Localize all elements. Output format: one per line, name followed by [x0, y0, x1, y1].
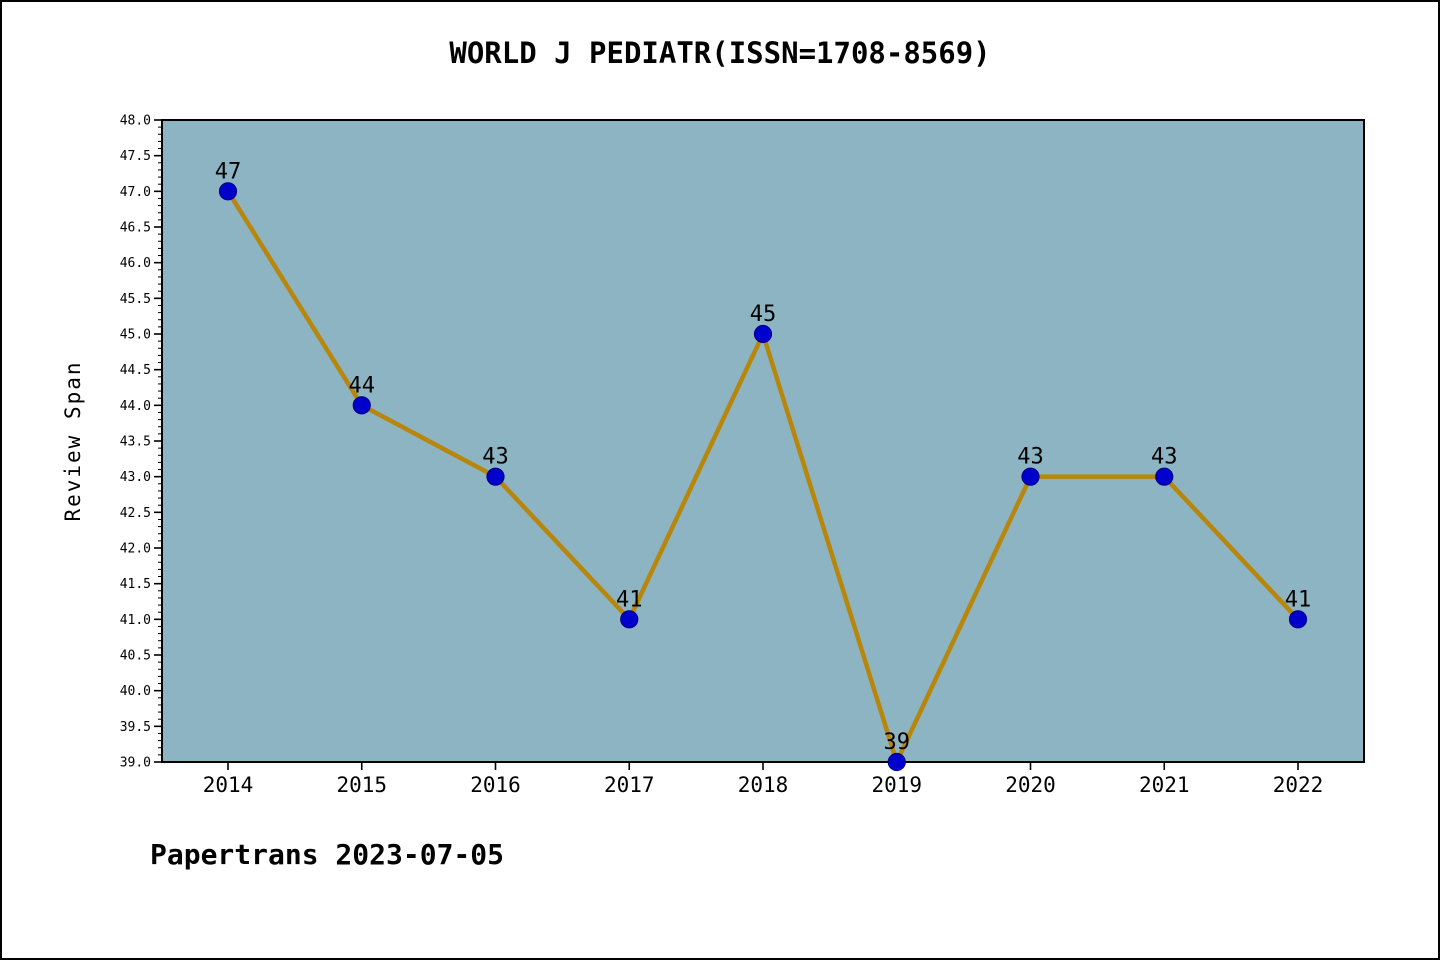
- watermark-text: Papertrans 2023-07-05: [150, 838, 505, 871]
- data-point: [1155, 467, 1174, 486]
- point-label: 41: [616, 587, 643, 612]
- data-point: [1021, 467, 1040, 486]
- y-axis-tick-label: 48.0: [120, 114, 151, 129]
- y-axis-tick-label: 43.5: [120, 435, 151, 450]
- y-axis-tick-label: 42.0: [120, 542, 151, 557]
- x-axis-tick-label: 2019: [871, 773, 922, 797]
- point-label: 45: [750, 302, 777, 327]
- data-point: [218, 182, 238, 201]
- y-axis-label: Review Span: [61, 360, 85, 521]
- x-axis-tick-label: 2016: [470, 773, 521, 797]
- y-axis-tick-label: 47.5: [120, 149, 151, 164]
- point-label: 47: [215, 159, 242, 184]
- point-label: 43: [1017, 445, 1044, 470]
- point-label: 41: [1285, 587, 1312, 612]
- point-label: 43: [1151, 445, 1178, 470]
- point-label: 44: [349, 373, 376, 398]
- y-axis-tick-label: 44.0: [120, 399, 151, 414]
- y-axis-tick-label: 39.5: [120, 720, 151, 735]
- x-axis-tick-label: 2021: [1139, 773, 1190, 797]
- x-axis-tick-label: 2015: [336, 773, 387, 797]
- x-axis-tick-label: 2022: [1273, 773, 1324, 797]
- x-axis-tick-label: 2018: [738, 773, 789, 797]
- y-axis-tick-label: 47.0: [120, 185, 151, 200]
- y-axis-tick-label: 39.0: [120, 756, 151, 771]
- data-point: [887, 752, 906, 772]
- y-axis-tick-label: 40.0: [120, 684, 151, 699]
- plot-border: [161, 119, 1365, 763]
- point-label: 43: [482, 445, 509, 470]
- y-axis-tick-label: 41.5: [120, 577, 151, 592]
- data-point: [1288, 610, 1308, 629]
- data-point: [352, 396, 371, 415]
- plot-area: [162, 120, 1364, 762]
- y-axis-tick-label: 45.5: [120, 292, 151, 307]
- y-axis-tick-label: 45.0: [120, 328, 151, 343]
- y-axis-tick-label: 42.5: [120, 506, 151, 521]
- y-axis-tick-label: 44.5: [120, 363, 151, 378]
- data-point: [486, 467, 505, 486]
- chart-title: WORLD J PEDIATR(ISSN=1708-8569): [449, 36, 991, 70]
- y-axis-tick-label: 46.5: [120, 221, 151, 236]
- y-axis-tick-label: 46.0: [120, 256, 151, 271]
- x-axis-tick-label: 2017: [604, 773, 655, 797]
- data-point: [620, 610, 639, 629]
- data-point: [753, 324, 773, 344]
- y-axis-tick-label: 43.0: [120, 470, 151, 485]
- x-axis-tick-label: 2020: [1005, 773, 1056, 797]
- x-axis-tick-label: 2014: [203, 773, 254, 797]
- y-axis-tick-label: 40.5: [120, 649, 151, 664]
- point-label: 39: [884, 730, 911, 755]
- y-axis-tick-label: 41.0: [120, 613, 151, 628]
